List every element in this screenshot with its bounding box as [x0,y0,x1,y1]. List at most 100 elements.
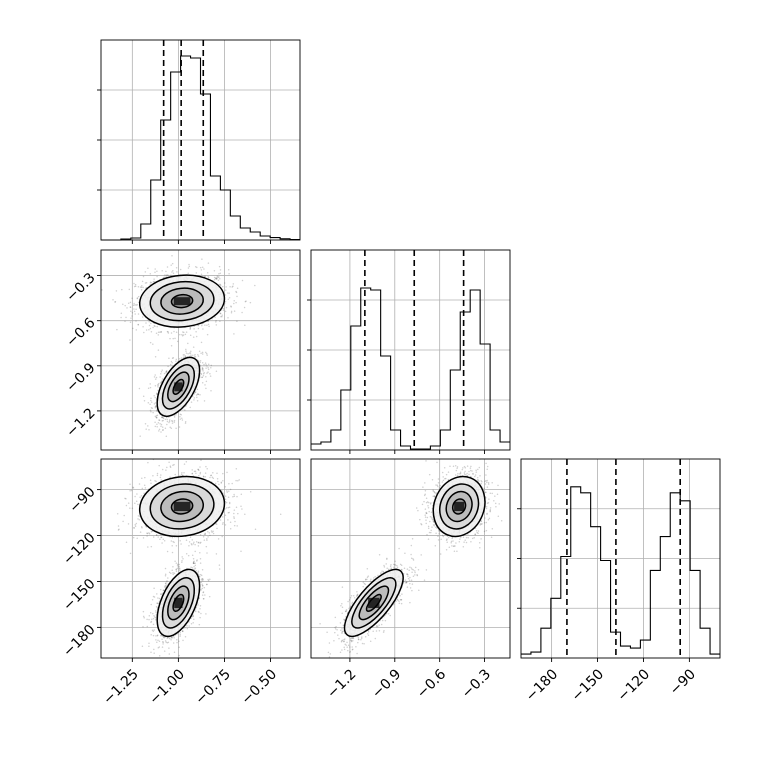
scatter-point [205,376,207,378]
scatter-point [206,271,209,274]
scatter-point [150,545,153,548]
scatter-point [155,409,158,412]
scatter-point [136,537,138,539]
scatter-point [160,593,162,596]
scatter-point [200,373,203,375]
scatter-point [112,299,114,301]
scatter-point [170,345,173,347]
scatter-point [171,262,174,265]
scatter-point [164,584,166,587]
scatter-point [144,476,146,479]
scatter-point [201,351,204,354]
scatter-point [207,371,209,373]
scatter-point [215,278,218,280]
scatter-point [193,355,196,357]
scatter-point [179,415,181,418]
scatter-point [158,419,161,421]
scatter-point [209,578,211,581]
scatter-point [152,343,154,345]
scatter-point [173,463,175,466]
scatter-point [171,255,173,257]
scatter-point [154,271,156,274]
scatter-point [220,315,222,318]
scatter-point [172,337,174,340]
scatter-point [178,565,180,568]
scatter-point [192,561,195,563]
scatter-point [172,464,174,467]
scatter-point [178,358,181,360]
scatter-point [185,461,188,463]
scatter-point [160,373,162,375]
scatter-point [180,543,182,545]
scatter-point [165,584,167,586]
scatter-point [233,299,235,302]
scatter-point [134,285,137,288]
scatter-point [136,297,139,299]
scatter-point [175,570,178,572]
scatter-point [169,465,172,467]
scatter-point [203,268,205,270]
scatter-point [249,301,252,304]
scatter-point [149,403,151,405]
scatter-point [145,428,147,430]
scatter-point [244,300,247,303]
scatter-point [185,552,188,555]
scatter-point [173,414,176,417]
scatter-point [169,476,171,478]
scatter-point [184,333,187,336]
scatter-point [125,498,127,500]
scatter-point [156,275,158,278]
scatter-point [198,611,200,614]
scatter-point [173,421,176,423]
scatter-point [168,421,170,424]
scatter-point [170,427,173,430]
scatter-point [215,321,217,323]
scatter-point [201,353,204,355]
scatter-point [122,303,124,305]
scatter-point [154,405,157,408]
scatter-point [216,527,218,530]
scatter-point [157,421,160,424]
scatter-point [153,648,155,651]
scatter-point [214,316,216,318]
scatter-point [207,368,210,371]
scatter-point [182,354,185,356]
scatter-point [192,346,195,348]
scatter-point [188,263,190,266]
scatter-point [149,327,152,330]
scatter-point [154,421,156,423]
scatter-point [218,564,221,566]
scatter-point [157,384,159,386]
histogram-panel-1 [307,249,511,451]
scatter-point [179,418,182,420]
scatter-point [217,279,220,282]
scatter-point [190,401,193,403]
scatter-point [198,350,201,353]
scatter-point [196,266,198,269]
scatter-point [214,277,217,279]
scatter-point [235,479,237,482]
scatter-point [150,331,153,333]
scatter-point [143,400,146,402]
scatter-point [192,543,195,545]
scatter-point [244,513,246,515]
scatter-point [166,466,168,469]
scatter-point [221,535,223,538]
scatter-point [170,264,172,266]
scatter-point [206,324,208,326]
scatter-point [129,321,132,324]
scatter-point [213,279,216,281]
scatter-point [196,388,199,391]
scatter-point [137,518,139,520]
scatter-point [193,566,195,568]
scatter-point [152,612,154,615]
scatter-point [183,331,185,334]
scatter-point [217,276,219,278]
scatter-point [226,491,229,493]
scatter-point [155,417,158,419]
scatter-point [131,315,133,317]
scatter-point [117,525,120,527]
scatter-point [178,569,181,572]
scatter-point [202,476,205,478]
scatter-point [218,568,221,570]
